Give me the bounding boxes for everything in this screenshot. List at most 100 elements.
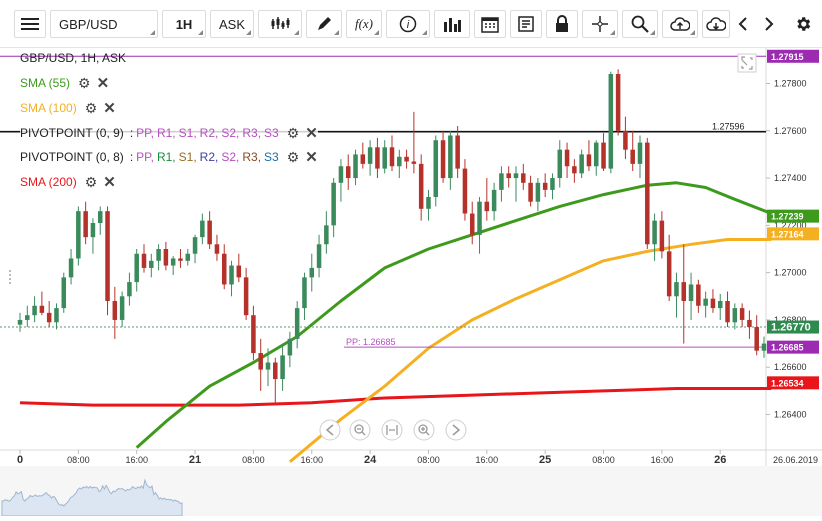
candle-body (141, 253, 147, 268)
scroll-right-button[interactable] (758, 10, 780, 38)
close-icon[interactable]: ✕ (305, 125, 318, 142)
expand-icon (741, 56, 753, 70)
scroll-left-button[interactable] (732, 10, 754, 38)
sma55-legend: SMA (55) ⚙ ✕ (20, 74, 110, 93)
candle-body (499, 173, 504, 190)
candle-body (506, 173, 511, 179)
candle-body (491, 189, 497, 212)
x-tick-label: 08:00 (242, 455, 265, 465)
reset-zoom-button[interactable] (381, 419, 403, 441)
candle-body (112, 301, 118, 320)
candle-body (557, 149, 563, 179)
candle-body (382, 147, 387, 169)
pivot-separator: : (129, 150, 134, 164)
pivot2-r2: R2, (199, 150, 219, 164)
candle-body (477, 201, 482, 235)
candle-body (564, 149, 570, 167)
y-tick-label: 1.27600 (774, 126, 807, 136)
draw-tool-button[interactable] (306, 10, 342, 38)
candle-body (637, 142, 643, 164)
candle-body (294, 308, 300, 339)
sma100-line (288, 238, 772, 463)
candle-body (170, 258, 176, 266)
sma100-label: SMA (100) (20, 101, 77, 115)
pencil-icon (318, 17, 331, 30)
close-icon[interactable]: ✕ (96, 75, 110, 92)
sma200-legend: SMA (200) ⚙ ✕ (20, 173, 116, 192)
calendar-icon (481, 17, 499, 33)
close-icon[interactable]: ✕ (103, 100, 116, 117)
y-tick-label: 1.27400 (774, 173, 807, 183)
candle-body (674, 282, 679, 297)
upload-button[interactable] (662, 10, 698, 38)
info-icon: i (399, 15, 417, 33)
close-icon[interactable]: ✕ (305, 149, 318, 166)
gear-icon[interactable]: ⚙ (84, 173, 98, 190)
price-tag (767, 340, 819, 354)
price-tag-label: 1.26685 (771, 343, 804, 353)
left-scroll-handle[interactable] (8, 270, 12, 284)
chevron-right-icon (765, 17, 774, 31)
price-chart[interactable]: 1.27800 1.27600 1.27400 1.27200 1.27000 1.268… (0, 48, 822, 517)
symbol-label: GBP/USD (59, 17, 118, 32)
candle-body (652, 220, 657, 245)
candle-body (185, 253, 191, 261)
bar-chart-icon (444, 18, 461, 32)
candle-body (46, 312, 52, 323)
candle-body (345, 166, 351, 179)
gear-icon[interactable]: ⚙ (78, 74, 91, 91)
indicators-button[interactable]: f(x) (346, 10, 382, 38)
symbol-selector[interactable]: GBP/USD (50, 10, 158, 38)
candle-body (273, 362, 278, 380)
news-button[interactable] (510, 10, 542, 38)
pivot2-label: PIVOTPOINT (0, 8) (20, 150, 124, 164)
price-tag-label: 1.26770 (771, 322, 811, 334)
info-button[interactable]: i (386, 10, 430, 38)
zoom-in-button[interactable] (413, 419, 435, 441)
candle-body (192, 237, 198, 254)
candle-body (360, 154, 366, 164)
close-icon[interactable]: ✕ (103, 174, 116, 191)
candle-body (615, 74, 621, 131)
candle-body (17, 319, 23, 325)
chart-area[interactable]: 1.27800 1.27600 1.27400 1.27200 1.27000 1.268… (0, 48, 822, 517)
sma200-line (19, 387, 772, 407)
pivot1-s1: S1, (178, 126, 197, 140)
x-tick-label: 16:00 (651, 455, 674, 465)
gear-icon[interactable]: ⚙ (286, 148, 300, 165)
crosshair-button[interactable] (582, 10, 618, 38)
candle-body (134, 253, 139, 283)
candle-body (739, 308, 745, 320)
candle-body (542, 182, 548, 190)
calendar-button[interactable] (474, 10, 506, 38)
gear-icon[interactable]: ⚙ (286, 124, 300, 141)
y-tick-label: 1.26600 (774, 362, 807, 372)
sma55-label: SMA (55) (20, 76, 71, 90)
download-button[interactable] (702, 10, 730, 38)
volume-button[interactable] (434, 10, 470, 38)
pivot1-r1: R1, (156, 126, 176, 140)
price-type-selector[interactable]: ASK (210, 10, 254, 38)
price-tag (767, 209, 819, 223)
menu-button[interactable] (14, 10, 46, 38)
zoom-out-button[interactable] (349, 419, 371, 441)
expand-chart-button[interactable] (737, 53, 757, 73)
lock-button[interactable] (546, 10, 578, 38)
chart-type-button[interactable] (258, 10, 302, 38)
zoom-button[interactable] (622, 10, 658, 38)
candle-body (61, 277, 67, 309)
settings-button[interactable] (790, 10, 816, 38)
pan-right-button[interactable] (445, 419, 467, 441)
candle-body (83, 211, 88, 238)
candle-body (236, 265, 242, 278)
candle-body (411, 161, 417, 164)
price-type-label: ASK (218, 16, 245, 32)
pivot1-legend: PIVOTPOINT (0, 9) : PP, R1, S1, R2, S2, … (20, 124, 318, 142)
timeframe-selector[interactable]: 1H (162, 10, 206, 38)
candle-body (32, 305, 37, 316)
pivot2-r1: R1, (156, 150, 176, 164)
pan-left-button[interactable] (319, 419, 341, 441)
candle-body (54, 308, 59, 323)
gear-icon[interactable]: ⚙ (84, 99, 98, 116)
date-label: 26.06.2019 (773, 455, 818, 465)
